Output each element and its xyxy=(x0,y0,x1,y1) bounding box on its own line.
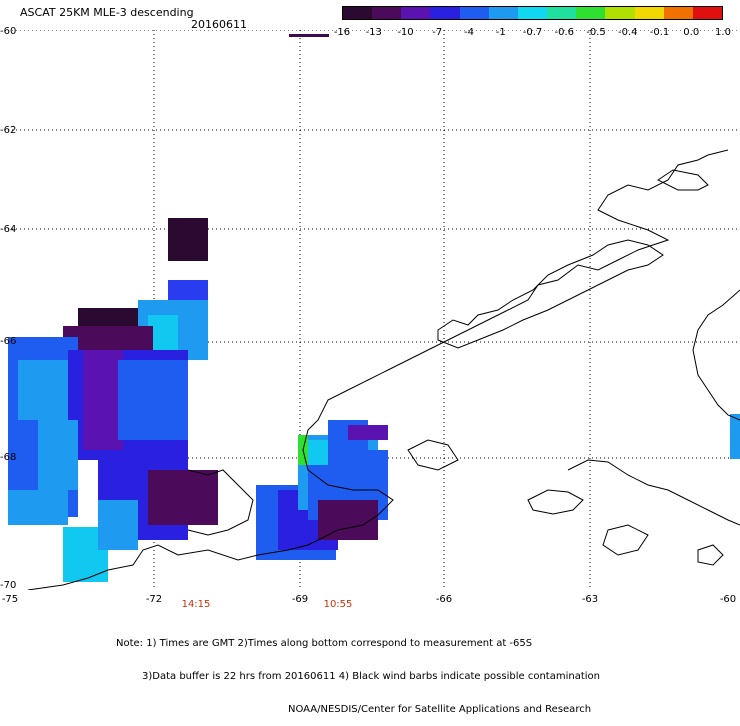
footnote-line: 3)Data buffer is 22 hrs from 20160611 4)… xyxy=(142,671,600,682)
lon-label: -72 xyxy=(145,594,163,605)
colorbar-label: -0.1 xyxy=(649,27,670,38)
lat-label: -68 xyxy=(0,452,17,463)
colorbar-segment xyxy=(372,7,402,19)
colorbar-label: 0.0 xyxy=(683,27,700,38)
lon-label: -63 xyxy=(581,594,599,605)
lon-label: -75 xyxy=(1,594,19,605)
colorbar xyxy=(342,6,723,20)
lat-label: -60 xyxy=(0,26,17,37)
lat-label: -62 xyxy=(0,125,17,136)
colorbar-segment xyxy=(401,7,431,19)
wind-swath-left xyxy=(8,218,218,582)
colorbar-segment xyxy=(634,7,664,19)
colorbar-segment xyxy=(430,7,460,19)
colorbar-label: 1.0 xyxy=(715,27,731,38)
lon-label: -69 xyxy=(291,594,309,605)
colorbar-label: -0.7 xyxy=(522,27,543,38)
chart-title: ASCAT 25KM MLE-3 descending xyxy=(20,6,194,19)
colorbar-label: -10 xyxy=(397,27,414,38)
time-label: 14:15 xyxy=(181,599,211,610)
footnote: Note: 1) Times are GMT 2)Times along bot… xyxy=(116,616,600,726)
swath-time-marker xyxy=(289,34,329,37)
chart-date: 20160611 xyxy=(191,18,247,31)
colorbar-segment xyxy=(692,7,723,19)
lat-label: -70 xyxy=(0,580,17,591)
wind-swath-right-edge xyxy=(730,414,740,459)
lon-label: -66 xyxy=(435,594,453,605)
colorbar-label: -7 xyxy=(432,27,443,38)
lat-label: -66 xyxy=(0,336,17,347)
colorbar-label: -16 xyxy=(333,27,351,38)
colorbar-segment xyxy=(576,7,606,19)
colorbar-label: -0.6 xyxy=(554,27,575,38)
colorbar-labels: -16 -13 -10 -7 -4 -1 -0.7 -0.6 -0.5 -0.4 -0.1 0.0 1.… xyxy=(330,27,735,39)
colorbar-segment xyxy=(547,7,577,19)
colorbar-label: -0.4 xyxy=(617,27,638,38)
colorbar-segment xyxy=(343,7,373,19)
map-plot xyxy=(8,30,740,590)
coastline xyxy=(27,149,740,590)
colorbar-segment xyxy=(517,7,548,19)
colorbar-segment xyxy=(605,7,635,19)
colorbar-label: -4 xyxy=(464,27,474,38)
colorbar-label: -1 xyxy=(495,27,506,38)
colorbar-label: -0.5 xyxy=(586,27,606,38)
footnote-line: NOAA/NESDIS/Center for Satellite Applica… xyxy=(288,704,592,715)
colorbar-segment xyxy=(663,7,693,19)
time-label: 10:55 xyxy=(323,599,353,610)
lat-label: -64 xyxy=(0,224,17,235)
lon-label: -60 xyxy=(719,594,737,605)
colorbar-segment xyxy=(488,7,518,19)
colorbar-label: -13 xyxy=(365,27,382,38)
footnote-line: Note: 1) Times are GMT 2)Times along bot… xyxy=(116,638,533,649)
colorbar-segment xyxy=(459,7,489,19)
